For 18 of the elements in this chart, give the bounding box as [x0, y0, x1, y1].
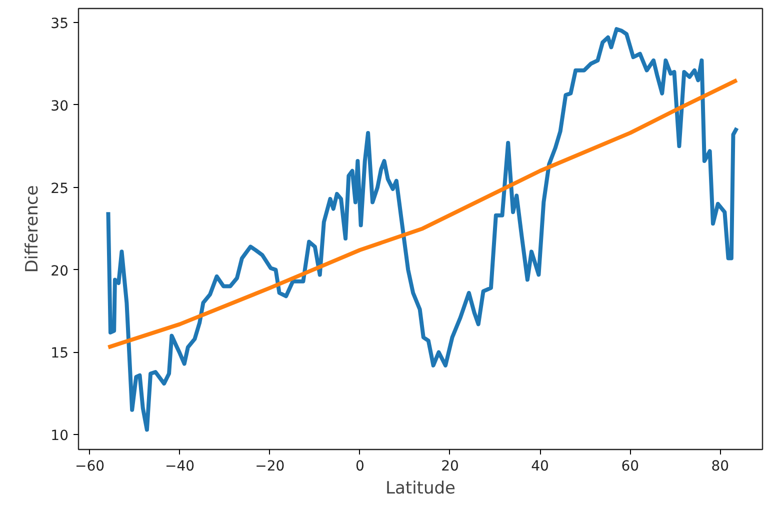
x-axis-title: Latitude [386, 478, 456, 498]
y-tick-label: 35 [50, 16, 69, 32]
line-series [106, 78, 739, 350]
x-tick-label: 60 [621, 458, 640, 474]
y-tick-label: 30 [50, 98, 69, 114]
x-tick-label: −20 [255, 458, 285, 474]
x-tick-label: 20 [441, 458, 459, 474]
x-tick-label: 40 [531, 458, 549, 474]
y-tick-label: 15 [50, 346, 69, 362]
y-tick-label: 25 [50, 180, 69, 197]
x-tick-label: −60 [74, 458, 105, 474]
x-tick-label: 0 [355, 458, 364, 474]
line-series [106, 27, 739, 432]
x-tick-label: 80 [711, 458, 730, 474]
y-tick-label: 10 [50, 428, 69, 444]
y-tick-label: 20 [50, 263, 69, 280]
x-tick-label: −40 [165, 458, 195, 474]
y-axis-title: Difference [22, 185, 43, 273]
